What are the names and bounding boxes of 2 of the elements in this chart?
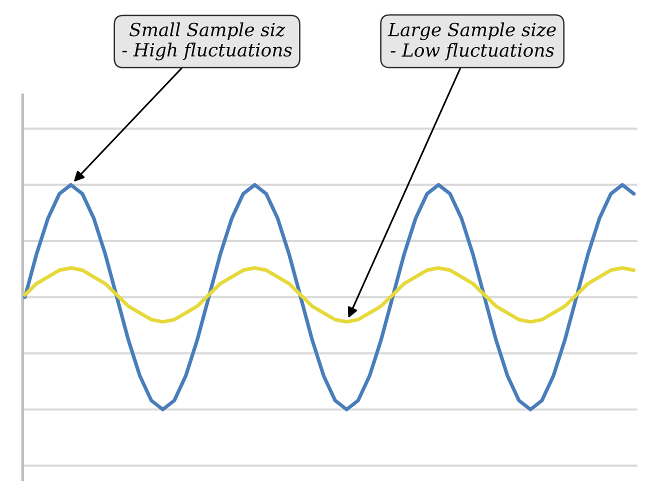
text: Large Sample size - Low fluctuations [388,22,556,60]
text: Small Sample siz - High fluctuations [122,22,292,60]
